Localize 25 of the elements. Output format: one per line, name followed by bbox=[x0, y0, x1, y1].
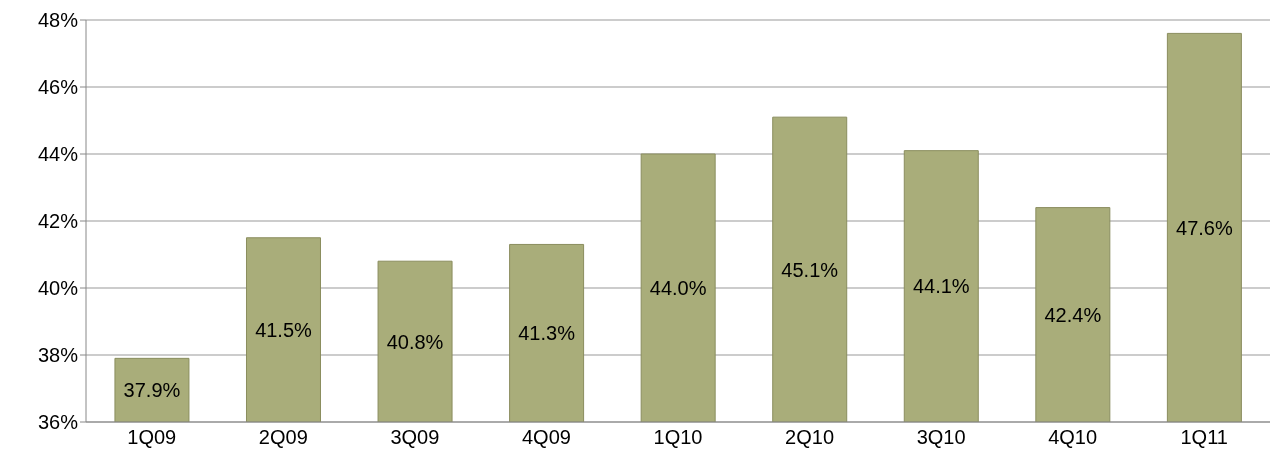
x-tick-label: 1Q10 bbox=[653, 426, 703, 449]
data-label: 40.8% bbox=[386, 330, 444, 353]
x-tick-label: 1Q11 bbox=[1180, 426, 1228, 449]
data-label: 42.4% bbox=[1044, 303, 1102, 326]
data-label: 41.5% bbox=[255, 318, 313, 341]
data-label: 45.1% bbox=[781, 258, 839, 281]
y-tick-label: 48% bbox=[37, 9, 79, 32]
data-label: 47.6% bbox=[1176, 216, 1233, 239]
x-tick-label: 2Q10 bbox=[785, 426, 835, 449]
y-tick-label: 40% bbox=[37, 277, 79, 300]
y-tick-label: 44% bbox=[37, 143, 79, 166]
x-tick-label: 2Q09 bbox=[258, 426, 308, 449]
y-tick-label: 42% bbox=[37, 210, 79, 233]
y-tick-label: 46% bbox=[37, 76, 79, 99]
x-tick-label: 3Q10 bbox=[916, 426, 966, 449]
data-label: 44.0% bbox=[649, 277, 707, 299]
y-tick-label: 36% bbox=[37, 411, 79, 434]
data-label: 41.3% bbox=[518, 322, 576, 345]
x-tick-label: 4Q09 bbox=[521, 426, 571, 449]
data-label: 37.9% bbox=[123, 379, 181, 402]
data-label: 44.1% bbox=[912, 275, 970, 298]
x-tick-label: 4Q10 bbox=[1048, 426, 1098, 449]
x-tick-label: 3Q09 bbox=[390, 426, 440, 449]
y-tick-label: 38% bbox=[37, 344, 79, 367]
x-tick-label: 1Q09 bbox=[127, 426, 177, 449]
